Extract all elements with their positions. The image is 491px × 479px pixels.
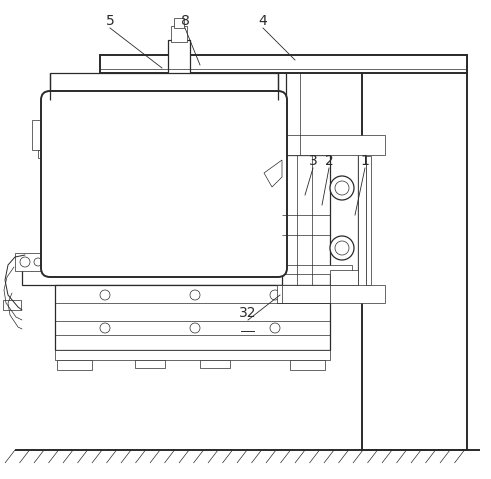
Text: 1: 1 (360, 154, 369, 168)
Circle shape (100, 323, 110, 333)
Text: 3: 3 (309, 154, 317, 168)
Bar (277, 265, 352, 274)
Bar (200, 360, 230, 368)
Bar (282, 155, 347, 285)
Circle shape (330, 236, 354, 260)
Bar (174, 18, 184, 28)
Bar (195, 92, 205, 100)
Text: 32: 32 (239, 306, 257, 320)
Text: 2: 2 (325, 154, 333, 168)
Bar (75, 92, 85, 100)
Bar (168, 40, 190, 95)
Text: 4: 4 (259, 14, 268, 28)
Circle shape (34, 258, 42, 266)
Circle shape (330, 176, 354, 200)
Bar (171, 26, 187, 42)
FancyBboxPatch shape (41, 91, 287, 277)
Bar (330, 148, 358, 293)
Bar (290, 360, 325, 370)
Circle shape (100, 290, 110, 300)
Circle shape (335, 181, 349, 195)
Bar (50, 73, 278, 100)
Circle shape (270, 290, 280, 300)
Circle shape (270, 323, 280, 333)
Polygon shape (264, 160, 282, 187)
Bar (100, 55, 467, 73)
Bar (358, 153, 366, 288)
Bar (135, 360, 165, 368)
Bar (55, 285, 330, 350)
Text: 5: 5 (106, 14, 114, 28)
Bar (277, 135, 385, 155)
Bar (366, 156, 371, 285)
Bar (22, 270, 355, 285)
Text: 8: 8 (181, 14, 190, 28)
Circle shape (190, 290, 200, 300)
Circle shape (190, 323, 200, 333)
Bar (330, 270, 358, 285)
Circle shape (20, 257, 30, 267)
Circle shape (335, 241, 349, 255)
Bar (57, 360, 92, 370)
Bar (3, 300, 21, 310)
Bar (38, 150, 50, 158)
Bar (32, 120, 50, 150)
Bar (362, 55, 467, 450)
Bar (277, 285, 385, 303)
Bar (55, 350, 330, 360)
Bar (15, 253, 45, 271)
